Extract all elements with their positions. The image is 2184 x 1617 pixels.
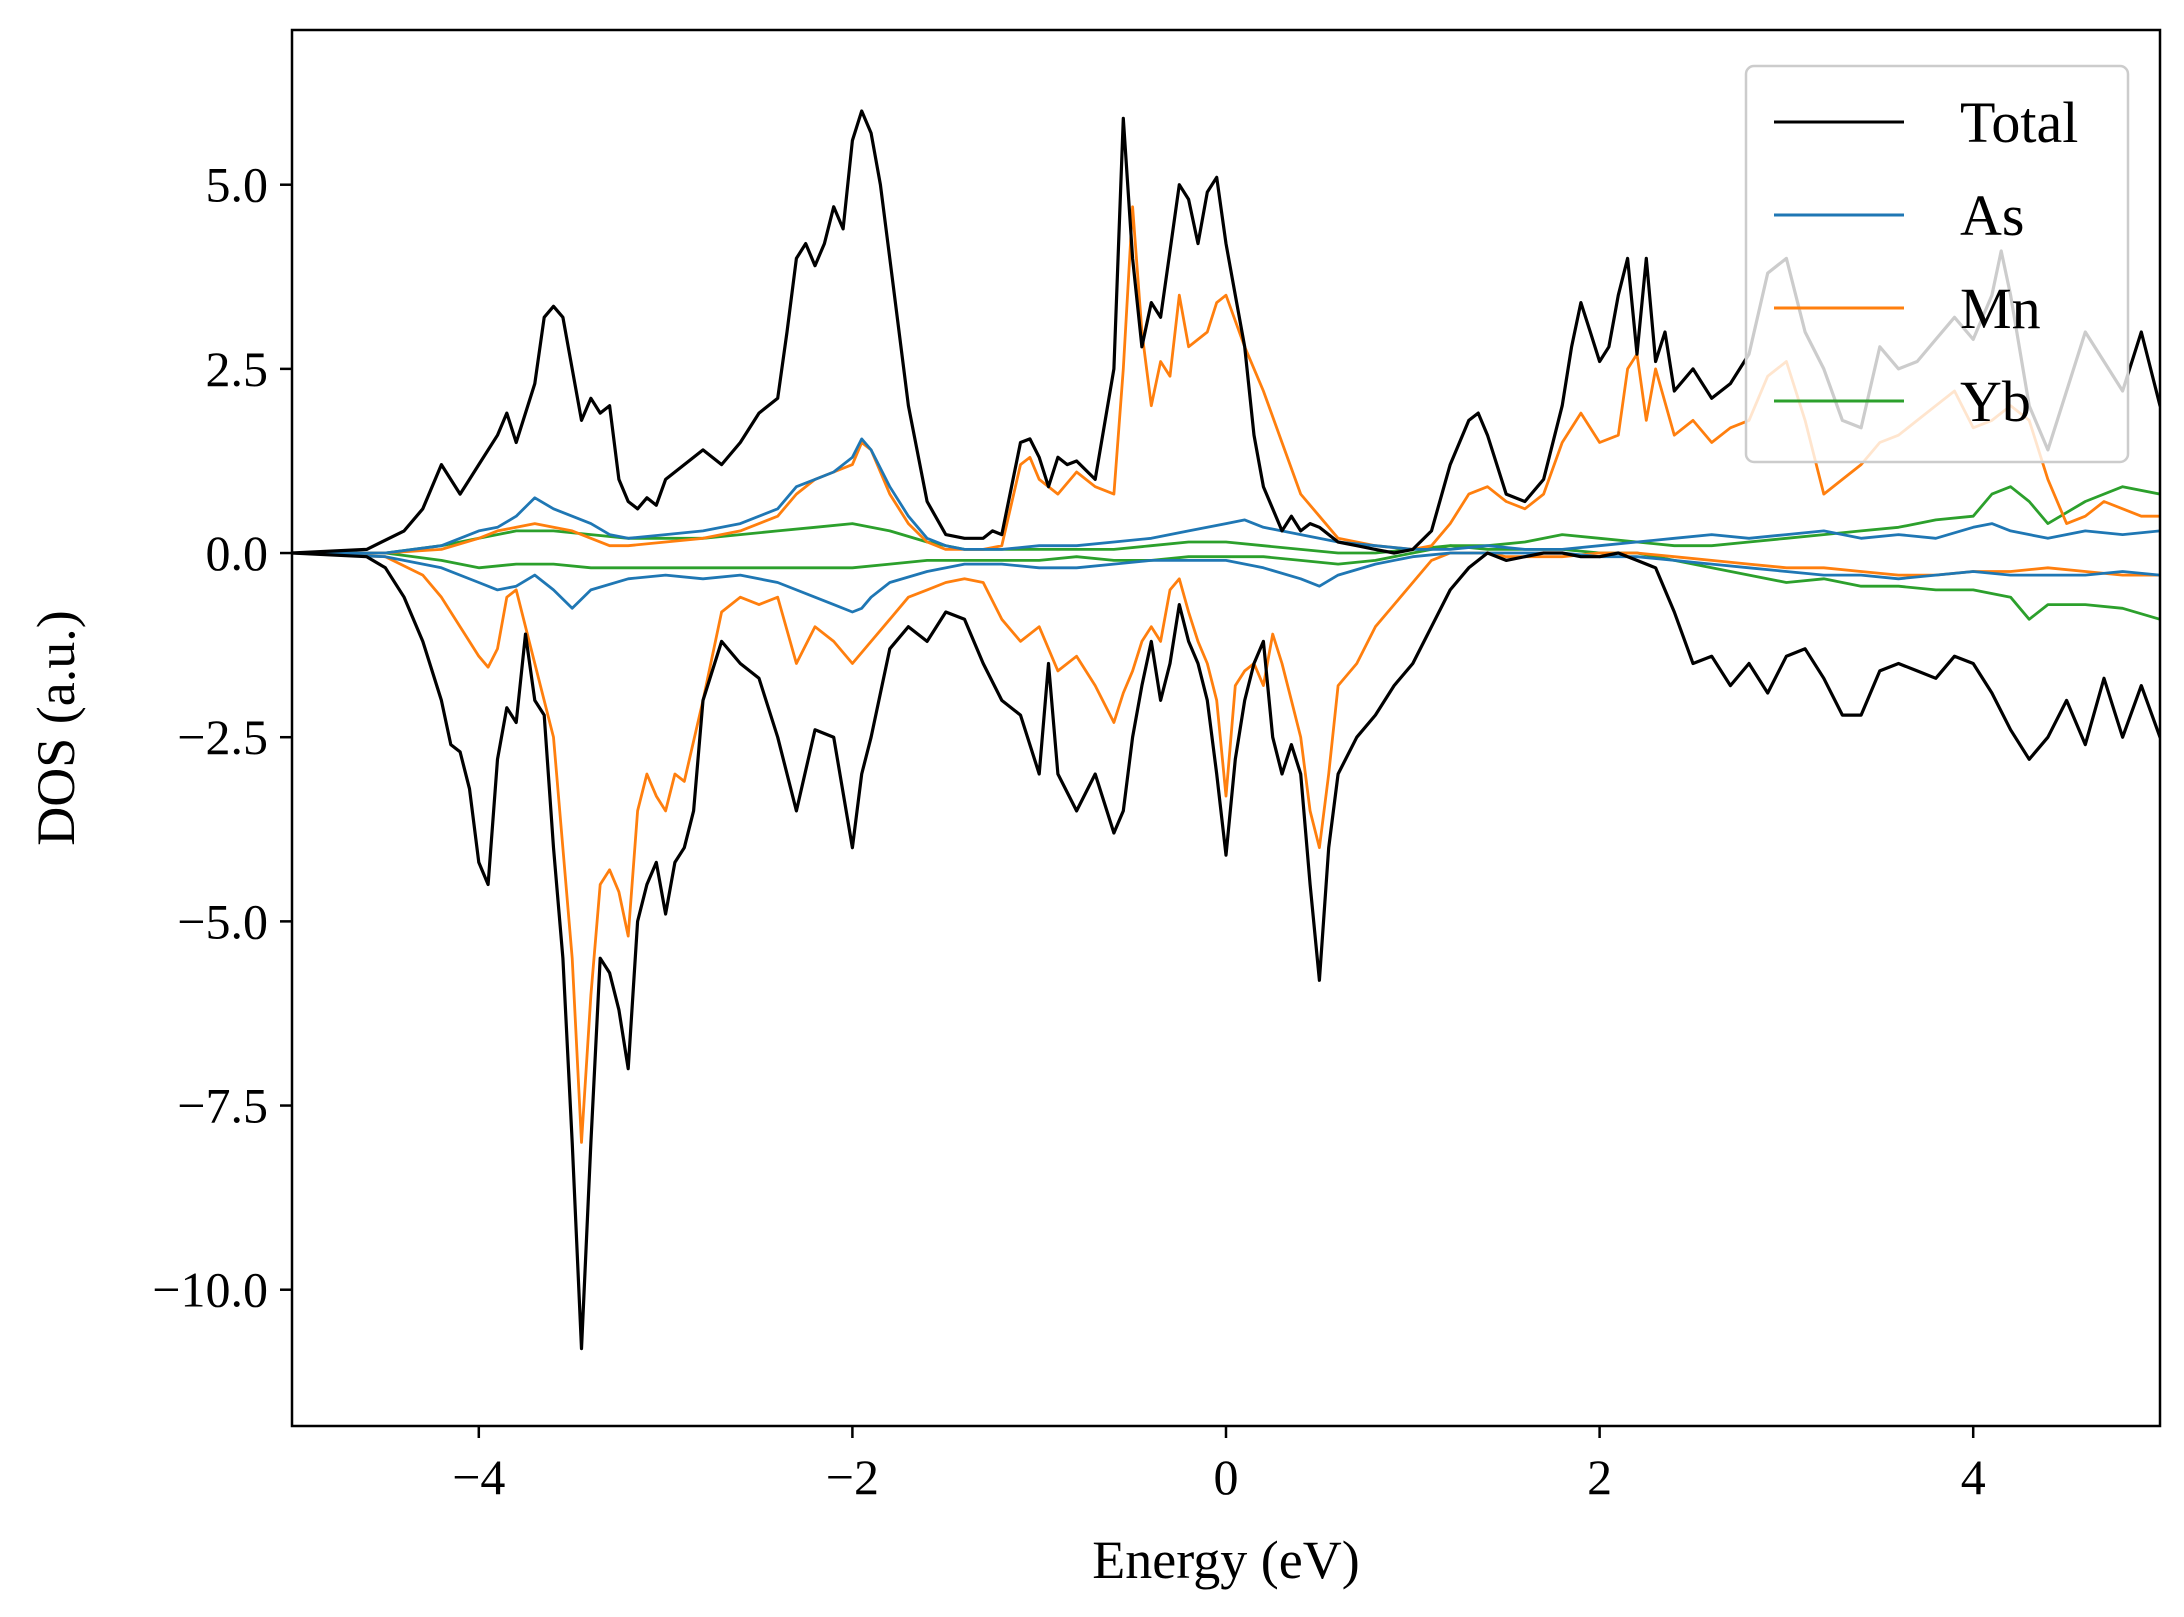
x-tick-label: −4 (452, 1449, 505, 1505)
y-tick-label: 5.0 (206, 157, 269, 213)
series-line-mn-spin-down (292, 551, 2160, 1144)
y-tick-label: −5.0 (177, 893, 268, 949)
x-axis-label: Energy (eV) (1092, 1530, 1359, 1590)
y-tick-label: −7.5 (177, 1078, 268, 1134)
legend-label-mn: Mn (1960, 276, 2041, 341)
y-tick-label: 0.0 (206, 525, 269, 581)
x-tick-label: −2 (826, 1449, 879, 1505)
legend-label-as: As (1960, 183, 2024, 248)
series-line-as-spin-down (292, 551, 2160, 614)
series-line-mn-spin-up (292, 205, 2160, 555)
axes-layer: −4 −2 0 2 4 5.0 2.5 0.0 −2.5 −5.0 −7.5 −10.0 Energy … (26, 28, 2162, 1590)
series-line-as-spin-up (292, 437, 2160, 555)
legend-label-yb: Yb (1960, 369, 2031, 434)
x-tick-label: 2 (1587, 1449, 1612, 1505)
legend-label-total: Total (1960, 90, 2078, 155)
series-line-yb-spin-down (292, 544, 2160, 621)
legend-box (1744, 64, 2130, 464)
series-line-yb-spin-up (292, 485, 2160, 555)
x-tick-label: 4 (1961, 1449, 1986, 1505)
y-tick-label: −2.5 (177, 709, 268, 765)
series-line-total-spin-down (292, 551, 2160, 1351)
y-axis-label: DOS (a.u.) (26, 610, 86, 845)
y-tick-label: 2.5 (206, 341, 269, 397)
y-tick-label: −10.0 (152, 1262, 268, 1318)
x-tick-label: 0 (1214, 1449, 1239, 1505)
legend: Total As Mn Yb (1744, 64, 2130, 464)
